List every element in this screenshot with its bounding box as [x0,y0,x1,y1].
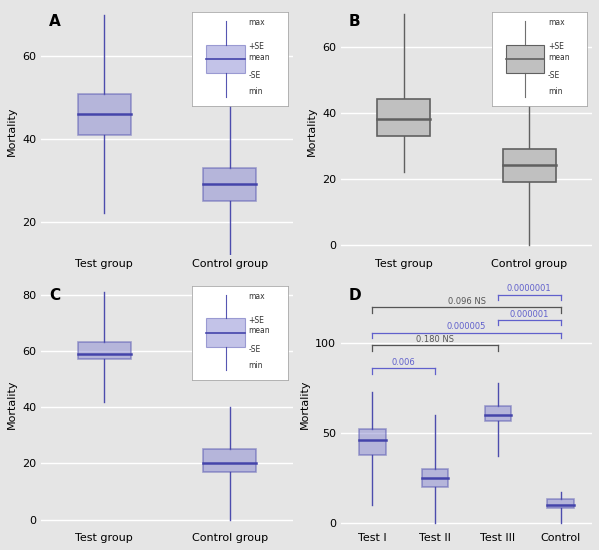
Text: D: D [349,288,361,303]
Text: 0.0000001: 0.0000001 [507,284,552,294]
Y-axis label: Mortality: Mortality [7,379,17,429]
Text: 0.180 NS: 0.180 NS [416,335,454,344]
Y-axis label: Mortality: Mortality [7,106,17,156]
Y-axis label: Mortality: Mortality [307,106,316,156]
Bar [503,149,556,182]
Y-axis label: Mortality: Mortality [300,379,310,429]
Bar [78,94,131,135]
Text: 0.000005: 0.000005 [447,322,486,331]
Bar [359,430,386,455]
Text: 0.000001: 0.000001 [510,310,549,318]
Text: A: A [49,14,60,29]
Text: B: B [349,14,360,29]
Bar [422,469,448,487]
Bar [78,343,131,359]
Bar [485,406,511,421]
Text: 0.096 NS: 0.096 NS [447,297,486,306]
Bar [547,499,574,508]
Bar [204,168,256,201]
Bar [204,449,256,472]
Text: C: C [49,288,60,303]
Bar [377,100,430,136]
Text: 0.006: 0.006 [392,358,416,367]
